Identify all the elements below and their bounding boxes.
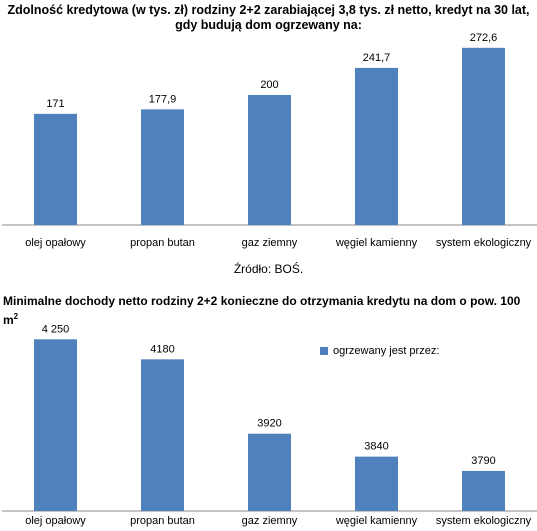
data-label: 177,9: [149, 93, 177, 105]
bar: [248, 95, 291, 225]
data-label: 3790: [471, 455, 495, 467]
tick-label: węgiel kamienny: [335, 515, 418, 527]
chart-2-legend: ogrzewany jest przez:: [320, 345, 439, 357]
chart-1-plot: 171 olej opałowy 177,9 propan butan 200 gaz z…: [2, 32, 537, 249]
bar: [462, 470, 505, 511]
legend-label: ogrzewany jest przez:: [333, 345, 440, 357]
data-label: 272,6: [470, 32, 498, 44]
tick-label: gaz ziemny: [242, 515, 298, 527]
chart-2-title: Minimalne dochody netto rodziny 2+2 koni…: [3, 294, 537, 328]
bar: [462, 47, 505, 226]
tick-label: system ekologiczny: [436, 237, 532, 249]
data-label: 4180: [150, 343, 174, 355]
tick-label: propan butan: [130, 515, 195, 527]
data-label: 3920: [257, 418, 281, 430]
data-label: 3840: [364, 441, 388, 453]
chart-1-source: Źródło: BOŚ.: [233, 262, 304, 276]
tick-label: propan butan: [130, 237, 195, 249]
data-label: 241,7: [363, 52, 391, 64]
bar: [248, 433, 291, 511]
tick-label: olej opałowy: [25, 515, 86, 527]
bar: [355, 67, 398, 226]
tick-label: gaz ziemny: [242, 237, 298, 249]
data-label: 171: [46, 98, 64, 110]
chart-2-title-text: Minimalne dochody netto rodziny 2+2 koni…: [3, 294, 521, 327]
chart-2-title-sup: 2: [13, 312, 19, 321]
data-label: 200: [260, 79, 278, 91]
bar: [34, 113, 77, 225]
bar: [34, 339, 77, 511]
tick-label: olej opałowy: [25, 237, 86, 249]
tick-label: system ekologiczny: [436, 515, 532, 527]
legend-swatch: [320, 347, 328, 355]
tick-label: węgiel kamienny: [335, 237, 418, 249]
bar: [141, 359, 184, 511]
bar: [141, 109, 184, 225]
data-label: 4 250: [42, 323, 70, 335]
chart-1-title: Zdolność kredytowa (w tys. zł) rodziny 2…: [7, 3, 530, 32]
bar: [355, 456, 398, 511]
